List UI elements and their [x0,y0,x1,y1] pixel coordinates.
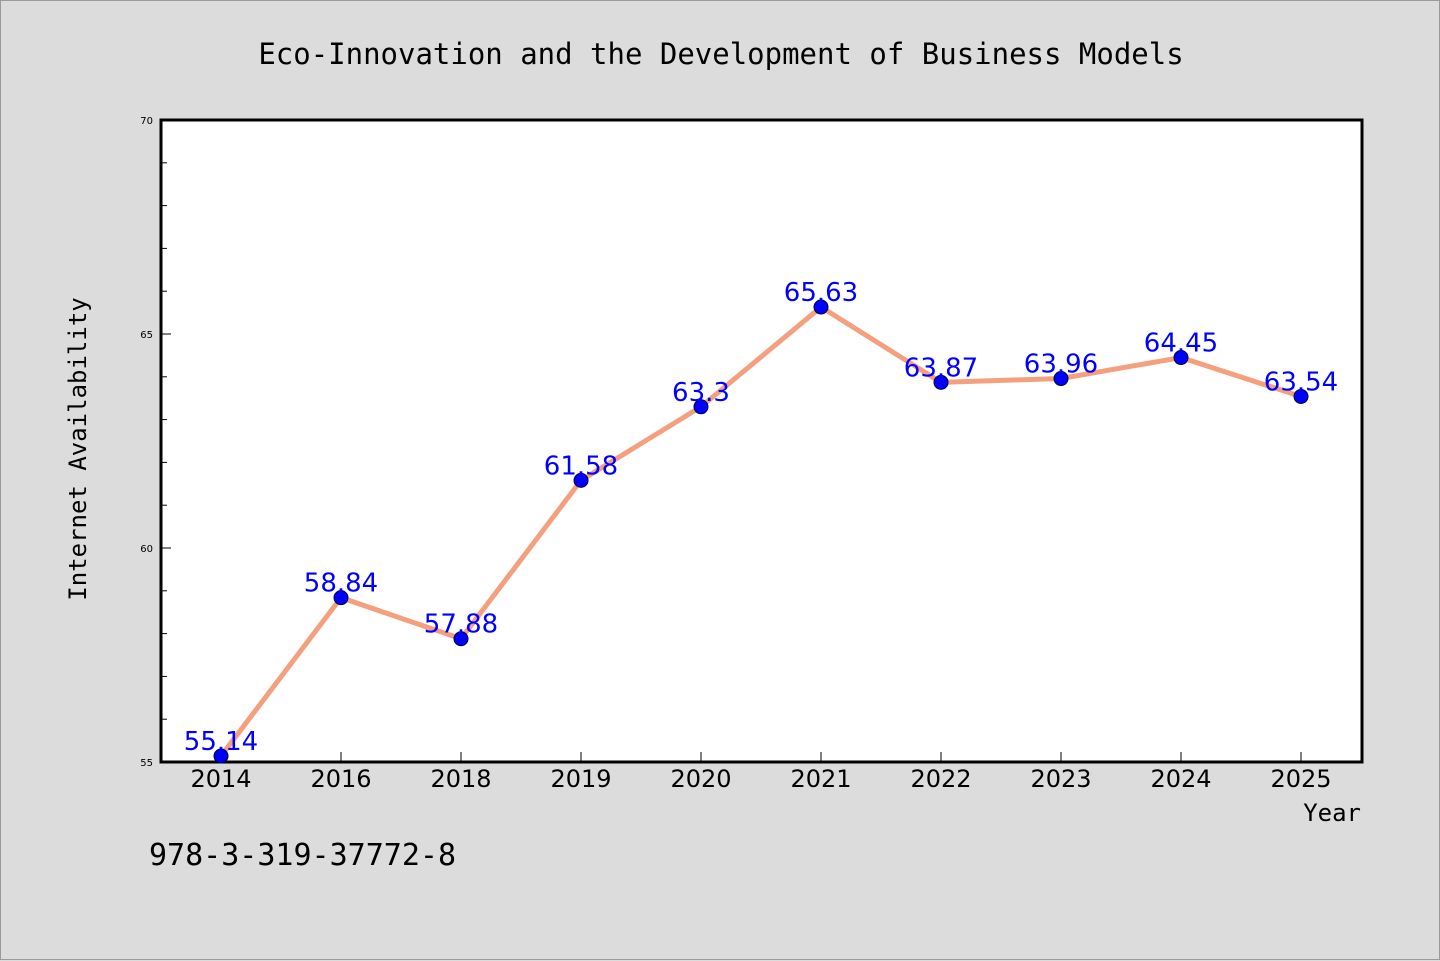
x-tick-label: 2023 [1030,765,1091,793]
data-label: 65.63 [784,278,858,308]
data-label: 57.88 [424,610,498,640]
data-point [213,748,229,764]
y-axis-label: Internet Availability [64,297,92,600]
y-tick-label: 55 [140,758,153,769]
data-point [933,374,949,390]
x-tick-label: 2018 [430,765,491,793]
data-label: 63.96 [1024,350,1098,380]
data-label: 61.58 [544,451,618,481]
chart-title: Eco-Innovation and the Development of Bu… [258,37,1183,71]
data-point [693,399,709,415]
data-point [573,472,589,488]
y-tick-label: 65 [140,330,153,341]
x-tick-label: 2014 [190,765,251,793]
y-tick-label: 70 [140,116,153,127]
data-labels: 55.14 58.84 57.88 61.58 63.3 65.63 63.87 63.96 6… [184,278,1338,757]
data-point [1293,388,1309,404]
x-tick-label: 2020 [670,765,731,793]
x-axis-label: Year [1303,799,1361,827]
x-tick-label: 2024 [1150,765,1211,793]
x-tick-label: 2019 [550,765,611,793]
data-label: 64.45 [1144,329,1218,359]
plot-area [159,118,1364,764]
data-points [213,299,1309,764]
data-point [333,590,349,606]
data-label: 58.84 [304,569,378,599]
footer-isbn: 978-3-319-37772-8 [149,838,456,873]
y-axis: 55 60 65 70 [140,116,171,769]
x-tick-label: 2021 [790,765,851,793]
data-point [1053,371,1069,387]
x-axis: 2014 2016 2018 2019 2020 2021 2022 2023 2024 2025 [190,752,1332,793]
data-label: 63.3 [672,378,730,408]
series-line [219,304,1302,758]
data-point [453,631,469,647]
x-tick-label: 2016 [310,765,371,793]
data-point [813,299,829,315]
x-tick-label: 2022 [910,765,971,793]
data-point [1173,350,1189,366]
x-tick-label: 2025 [1270,765,1331,793]
y-tick-label: 60 [140,544,153,555]
data-label: 55.14 [184,727,258,757]
data-label: 63.54 [1264,367,1338,397]
data-label: 63.87 [904,353,978,383]
